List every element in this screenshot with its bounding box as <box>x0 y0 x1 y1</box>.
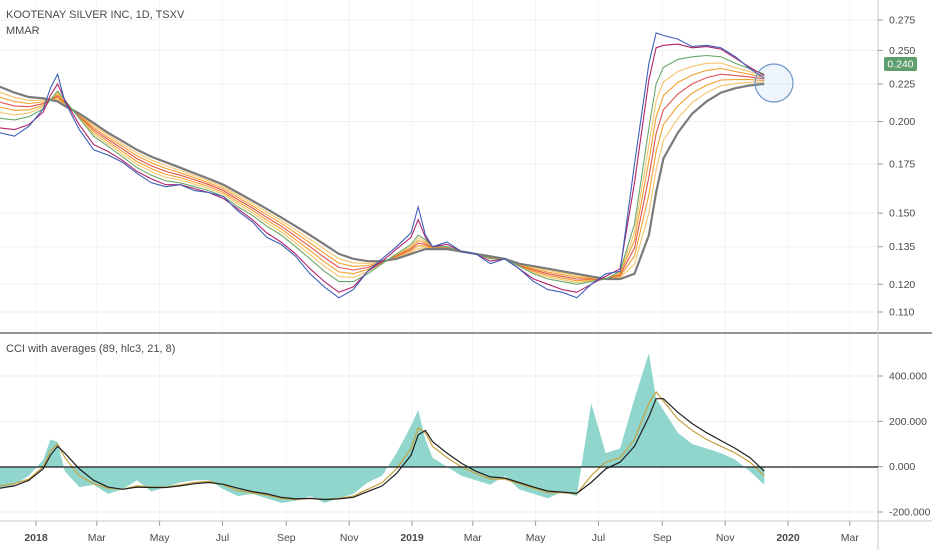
price-tick-label: 0.225 <box>889 78 915 90</box>
time-tick-label: Mar <box>464 532 483 544</box>
last-price-tag: 0.240 <box>887 59 913 71</box>
cci-tick-label: -200.000 <box>889 507 931 519</box>
ma-55-line <box>0 82 765 281</box>
cci-average-8-line <box>0 398 765 501</box>
time-tick-label: Jul <box>216 532 229 544</box>
price-series-group <box>0 32 765 299</box>
time-tick-label: 2018 <box>24 532 48 544</box>
time-tick-label: Nov <box>340 532 359 544</box>
price-tick-label: 0.135 <box>889 241 915 253</box>
cci-indicator-label[interactable]: CCI with averages (89, hlc3, 21, 8) <box>6 343 175 355</box>
time-tick-label: Mar <box>841 532 860 544</box>
price-tick-label: 0.250 <box>889 45 915 57</box>
time-tick-label: Nov <box>716 532 735 544</box>
time-axis: 2018 Mar May Jul Sep Nov 2019 Mar May Jul Sep Nov 20… <box>24 521 859 544</box>
price-tick-label: 0.175 <box>889 159 915 171</box>
cci-tick-label: 0.000 <box>889 461 915 473</box>
mmar-indicator-label[interactable]: MMAR <box>6 25 40 37</box>
cci-series-group <box>0 353 765 503</box>
cci-tick-label: 200.000 <box>889 416 927 428</box>
last-price-tag-bg <box>884 57 917 71</box>
cci-area <box>0 353 765 503</box>
price-axis: 0.275 0.250 0.225 0.200 0.175 0.150 0.135 0.120… <box>878 15 915 319</box>
time-tick-label: May <box>526 532 547 544</box>
time-tick-label: Sep <box>277 532 296 544</box>
time-tick-label: 2020 <box>776 532 800 544</box>
cci-axis: 400.000 200.000 0.000 -200.000 <box>878 371 931 519</box>
price-line <box>0 32 765 299</box>
grid <box>0 0 878 521</box>
price-tick-label: 0.120 <box>889 279 915 291</box>
time-tick-label: Jul <box>592 532 605 544</box>
time-tick-label: 2019 <box>400 532 424 544</box>
time-tick-label: May <box>150 532 171 544</box>
ma-13-line <box>0 54 765 285</box>
price-tick-label: 0.150 <box>889 208 915 220</box>
symbol-title[interactable]: KOOTENAY SILVER INC, 1D, TSXV <box>6 9 185 21</box>
ma-3-line <box>0 43 765 293</box>
cci-tick-label: 400.000 <box>889 371 927 383</box>
price-tick-label: 0.275 <box>889 15 915 27</box>
time-tick-label: Mar <box>88 532 107 544</box>
highlight-circle[interactable] <box>754 63 794 103</box>
time-tick-label: Sep <box>653 532 672 544</box>
price-tick-label: 0.110 <box>889 307 915 319</box>
price-tick-label: 0.200 <box>889 116 915 128</box>
